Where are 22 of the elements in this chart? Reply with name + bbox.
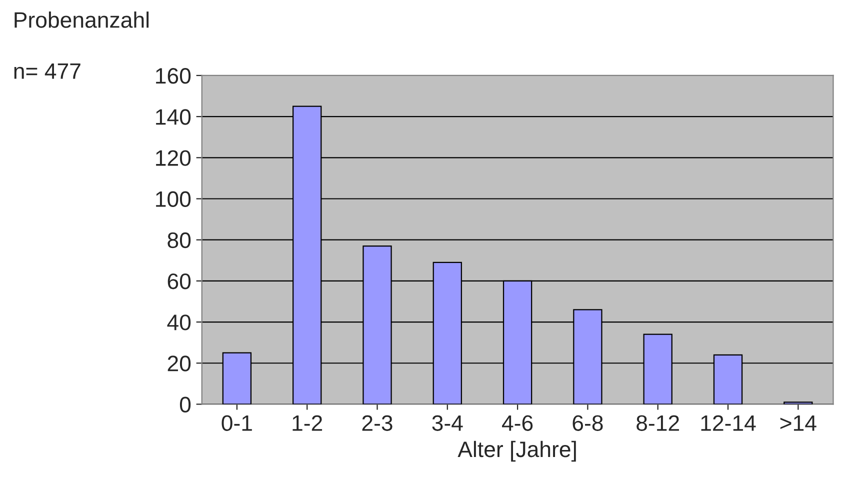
x-axis-title: Alter [Jahre] xyxy=(458,440,576,462)
x-tick-label: 6-8 xyxy=(572,415,603,431)
x-tick-label: 1-2 xyxy=(292,415,322,431)
y-tick-label: 120 xyxy=(156,150,191,166)
y-tick-label: 160 xyxy=(156,68,191,84)
bar xyxy=(784,402,813,404)
y-tick-label: 60 xyxy=(168,273,191,290)
x-tick-label: 3-4 xyxy=(432,415,463,431)
x-tick-label: 4-6 xyxy=(502,415,533,431)
y-tick-label: 80 xyxy=(168,232,191,248)
x-tick-label: 12-14 xyxy=(701,415,756,431)
y-tick-label: 100 xyxy=(156,191,191,208)
y-tick-label: 0 xyxy=(180,396,191,412)
y-tick-label: 40 xyxy=(167,314,191,330)
y-axis-title: Probenanzahl xyxy=(14,12,149,28)
y-tick-label: 140 xyxy=(156,109,191,125)
text: n= 477 xyxy=(14,64,80,79)
x-tick-label: 2-3 xyxy=(362,415,392,431)
x-tick-label: >14 xyxy=(780,415,816,431)
x-tick-label: 8-12 xyxy=(636,415,679,431)
x-tick-label: 0-1 xyxy=(222,415,252,431)
y-tick-label: 20 xyxy=(168,356,191,372)
